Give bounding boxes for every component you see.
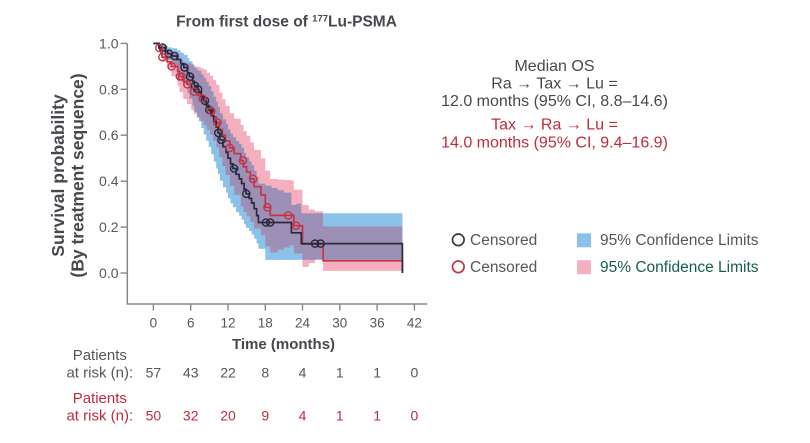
- svg-text:32: 32: [183, 407, 199, 423]
- svg-text:18: 18: [258, 316, 273, 331]
- svg-text:50: 50: [146, 407, 162, 423]
- svg-text:0: 0: [150, 316, 158, 331]
- svg-text:12.0 months (95% CI, 8.8–14.6): 12.0 months (95% CI, 8.8–14.6): [441, 93, 668, 110]
- svg-text:0.2: 0.2: [99, 219, 119, 235]
- svg-text:1: 1: [373, 364, 381, 380]
- svg-text:Ra → Tax → Lu =: Ra → Tax → Lu =: [491, 76, 617, 93]
- svg-text:at risk (n):: at risk (n):: [66, 407, 133, 424]
- svg-text:From first dose of 177Lu-PSMA: From first dose of 177Lu-PSMA: [176, 14, 397, 31]
- svg-text:57: 57: [146, 364, 162, 380]
- svg-text:Censored: Censored: [470, 259, 537, 276]
- svg-text:0: 0: [411, 407, 419, 423]
- svg-text:24: 24: [295, 316, 311, 331]
- svg-text:30: 30: [332, 316, 347, 331]
- svg-text:4: 4: [299, 407, 307, 423]
- svg-text:0.6: 0.6: [99, 127, 119, 143]
- svg-text:36: 36: [370, 316, 385, 331]
- svg-text:Tax → Ra → Lu =: Tax → Ra → Lu =: [491, 117, 618, 134]
- svg-text:1: 1: [373, 407, 381, 423]
- svg-text:Time (months): Time (months): [232, 336, 335, 353]
- svg-text:8: 8: [261, 364, 269, 380]
- svg-text:42: 42: [407, 316, 422, 331]
- svg-text:43: 43: [183, 364, 199, 380]
- svg-text:0.4: 0.4: [99, 173, 119, 189]
- svg-text:Survival probability: Survival probability: [48, 94, 68, 257]
- svg-text:95% Confidence Limits: 95% Confidence Limits: [600, 259, 759, 276]
- svg-text:1: 1: [336, 407, 344, 423]
- svg-text:4: 4: [299, 364, 307, 380]
- svg-text:9: 9: [261, 407, 269, 423]
- svg-text:at risk (n):: at risk (n):: [66, 364, 133, 381]
- svg-text:Censored: Censored: [470, 232, 537, 249]
- svg-text:1: 1: [336, 364, 344, 380]
- svg-text:Patients: Patients: [73, 347, 127, 364]
- svg-text:22: 22: [220, 364, 236, 380]
- svg-text:Patients: Patients: [73, 390, 127, 407]
- svg-text:6: 6: [187, 316, 195, 331]
- svg-text:0.0: 0.0: [99, 265, 119, 281]
- svg-text:0: 0: [411, 364, 419, 380]
- svg-text:12: 12: [220, 316, 235, 331]
- svg-text:Median OS: Median OS: [514, 58, 594, 75]
- svg-text:1.0: 1.0: [99, 35, 119, 51]
- svg-text:95% Confidence Limits: 95% Confidence Limits: [600, 232, 759, 249]
- svg-text:14.0 months (95% CI, 9.4–16.9): 14.0 months (95% CI, 9.4–16.9): [441, 135, 668, 152]
- svg-text:0.8: 0.8: [99, 81, 119, 97]
- svg-text:(By treatment sequence): (By treatment sequence): [68, 73, 88, 277]
- svg-text:20: 20: [220, 407, 236, 423]
